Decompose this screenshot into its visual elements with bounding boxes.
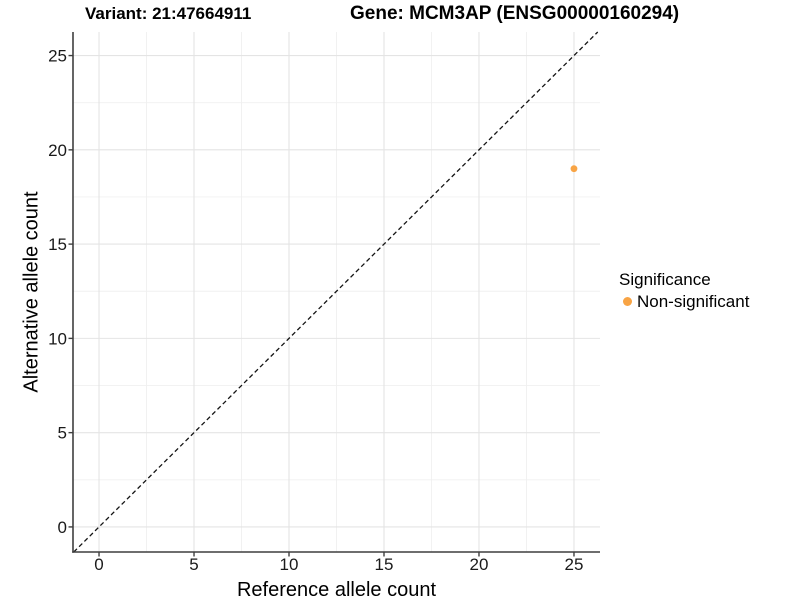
- y-tick-label: 5: [58, 424, 67, 443]
- y-tick-label: 20: [48, 141, 67, 160]
- y-axis-title: Alternative allele count: [20, 191, 43, 393]
- legend-item-label: Non-significant: [637, 291, 750, 311]
- y-tick-label: 15: [48, 235, 67, 254]
- data-point: [570, 165, 578, 173]
- plot-title-variant: Variant: 21:47664911: [85, 4, 252, 23]
- y-tick-label: 0: [58, 518, 67, 537]
- x-tick-label: 5: [189, 555, 198, 574]
- x-tick-label: 15: [375, 555, 394, 574]
- x-tick-label: 20: [470, 555, 489, 574]
- y-tick-label: 10: [48, 329, 67, 348]
- identity-line: [73, 31, 599, 553]
- x-axis-title: Reference allele count: [236, 579, 436, 600]
- legend-key-dot: [623, 296, 632, 306]
- legend: Significance Non-significant: [619, 270, 749, 312]
- x-tick-label: 10: [280, 555, 299, 574]
- x-tick-label: 25: [565, 555, 584, 574]
- y-tick-label: 25: [48, 47, 67, 66]
- legend-item-non-significant: Non-significant: [623, 292, 749, 312]
- legend-title: Significance: [619, 270, 711, 289]
- x-tick-label: 0: [94, 555, 103, 574]
- plot-title-gene: Gene: MCM3AP (ENSG00000160294): [350, 3, 680, 24]
